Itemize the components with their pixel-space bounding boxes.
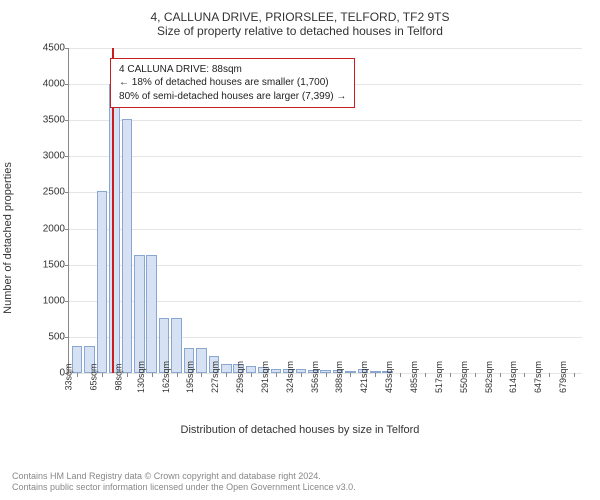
xtick-mark	[574, 373, 575, 377]
main-title: 4, CALLUNA DRIVE, PRIORSLEE, TELFORD, TF…	[12, 10, 588, 24]
xtick-label: 227sqm	[210, 361, 220, 393]
histogram-bar	[72, 346, 83, 373]
xtick-mark	[400, 373, 401, 377]
xtick-mark	[152, 373, 153, 377]
xtick-label: 679sqm	[558, 361, 568, 393]
xtick-label: 582sqm	[484, 361, 494, 393]
footer-line-2: Contains public sector information licen…	[12, 482, 588, 494]
bar-slot: 582sqm	[493, 48, 505, 373]
xtick-mark	[251, 373, 252, 377]
xtick-label: 130sqm	[136, 361, 146, 393]
xtick-mark	[102, 373, 103, 377]
ytick-label: 2500	[43, 187, 69, 198]
bar-slot: 485sqm	[419, 48, 431, 373]
xtick-mark	[301, 373, 302, 377]
bar-slot: 517sqm	[444, 48, 456, 373]
histogram-bar	[97, 191, 108, 373]
xtick-mark	[276, 373, 277, 377]
histogram-bar	[122, 119, 133, 373]
xtick-mark	[127, 373, 128, 377]
xtick-label: 614sqm	[508, 361, 518, 393]
xtick-label: 485sqm	[409, 361, 419, 393]
xtick-mark	[549, 373, 550, 377]
footer-line-1: Contains HM Land Registry data © Crown c…	[12, 471, 588, 483]
bar-slot: 453sqm	[394, 48, 406, 373]
xtick-label: 33sqm	[64, 363, 74, 390]
ytick-label: 3000	[43, 151, 69, 162]
ytick-label: 1000	[43, 295, 69, 306]
ytick-label: 500	[48, 331, 69, 342]
info-box-line: 4 CALLUNA DRIVE: 88sqm	[119, 63, 346, 77]
xtick-mark	[450, 373, 451, 377]
bar-slot	[357, 48, 369, 373]
xtick-label: 517sqm	[434, 361, 444, 393]
bar-slot: 614sqm	[518, 48, 530, 373]
xtick-label: 324sqm	[285, 361, 295, 393]
xtick-mark	[350, 373, 351, 377]
xtick-label: 259sqm	[235, 361, 245, 393]
property-info-box: 4 CALLUNA DRIVE: 88sqm← 18% of detached …	[110, 58, 355, 109]
xtick-mark	[177, 373, 178, 377]
xtick-mark	[77, 373, 78, 377]
bar-slot: 65sqm	[96, 48, 108, 373]
xtick-label: 162sqm	[161, 361, 171, 393]
xtick-mark	[326, 373, 327, 377]
ytick-label: 3500	[43, 115, 69, 126]
xtick-label: 195sqm	[185, 361, 195, 393]
ytick-label: 4500	[43, 43, 69, 54]
ytick-label: 4000	[43, 79, 69, 90]
bar-slot	[506, 48, 518, 373]
histogram-bar	[134, 255, 145, 373]
histogram-bar	[146, 255, 157, 373]
footer-attribution: Contains HM Land Registry data © Crown c…	[12, 471, 588, 494]
bar-slot: 679sqm	[568, 48, 580, 373]
bar-slot	[83, 48, 95, 373]
xtick-mark	[375, 373, 376, 377]
sub-title: Size of property relative to detached ho…	[12, 24, 588, 38]
info-box-line: ← 18% of detached houses are smaller (1,…	[119, 76, 346, 90]
bar-slot: 33sqm	[71, 48, 83, 373]
xtick-mark	[524, 373, 525, 377]
chart-wrap: Number of detached properties 0500100015…	[12, 42, 588, 422]
histogram-bar	[196, 348, 207, 373]
chart-container: 4, CALLUNA DRIVE, PRIORSLEE, TELFORD, TF…	[0, 0, 600, 500]
xtick-mark	[500, 373, 501, 377]
xtick-label: 453sqm	[384, 361, 394, 393]
bar-slot	[456, 48, 468, 373]
xtick-label: 388sqm	[334, 361, 344, 393]
xtick-mark	[425, 373, 426, 377]
xtick-label: 550sqm	[459, 361, 469, 393]
bar-slot: 421sqm	[369, 48, 381, 373]
bar-slot	[555, 48, 567, 373]
histogram-bar	[171, 318, 182, 373]
ytick-label: 2000	[43, 223, 69, 234]
bar-slot	[382, 48, 394, 373]
info-box-line: 80% of semi-detached houses are larger (…	[119, 90, 346, 104]
bar-slot	[481, 48, 493, 373]
bar-slot: 647sqm	[543, 48, 555, 373]
plot-area: 05001000150020002500300035004000450033sq…	[68, 48, 582, 374]
x-axis-label: Distribution of detached houses by size …	[12, 424, 588, 436]
xtick-mark	[475, 373, 476, 377]
xtick-mark	[201, 373, 202, 377]
histogram-bar	[221, 364, 232, 373]
bar-slot	[406, 48, 418, 373]
xtick-mark	[226, 373, 227, 377]
histogram-bar	[246, 366, 257, 373]
title-block: 4, CALLUNA DRIVE, PRIORSLEE, TELFORD, TF…	[12, 10, 588, 38]
y-axis-label: Number of detached properties	[2, 162, 14, 314]
bar-slot	[431, 48, 443, 373]
xtick-label: 98sqm	[113, 363, 123, 390]
xtick-label: 356sqm	[310, 361, 320, 393]
bar-slot	[531, 48, 543, 373]
xtick-label: 291sqm	[260, 361, 270, 393]
xtick-label: 421sqm	[359, 361, 369, 393]
ytick-label: 1500	[43, 259, 69, 270]
xtick-label: 65sqm	[89, 363, 99, 390]
bar-slot: 550sqm	[469, 48, 481, 373]
xtick-label: 647sqm	[533, 361, 543, 393]
